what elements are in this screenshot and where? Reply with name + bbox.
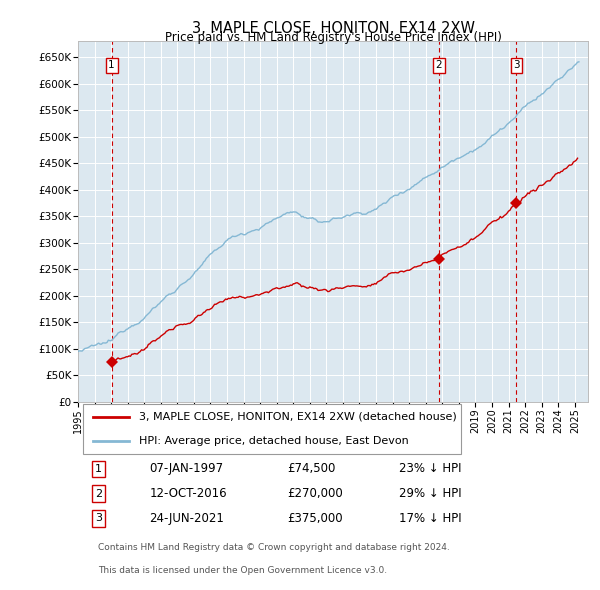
Text: 24-JUN-2021: 24-JUN-2021 <box>149 512 224 525</box>
Text: £74,500: £74,500 <box>287 463 335 476</box>
Text: 29% ↓ HPI: 29% ↓ HPI <box>400 487 462 500</box>
Text: 3: 3 <box>513 60 520 70</box>
Text: 2: 2 <box>95 489 102 499</box>
Text: 1: 1 <box>109 60 115 70</box>
Text: 3: 3 <box>95 513 102 523</box>
Text: £375,000: £375,000 <box>287 512 343 525</box>
Text: Contains HM Land Registry data © Crown copyright and database right 2024.: Contains HM Land Registry data © Crown c… <box>98 543 450 552</box>
Text: 17% ↓ HPI: 17% ↓ HPI <box>400 512 462 525</box>
Text: 23% ↓ HPI: 23% ↓ HPI <box>400 463 462 476</box>
Text: 1: 1 <box>95 464 102 474</box>
Text: 2: 2 <box>436 60 442 70</box>
Text: Price paid vs. HM Land Registry's House Price Index (HPI): Price paid vs. HM Land Registry's House … <box>164 31 502 44</box>
Text: This data is licensed under the Open Government Licence v3.0.: This data is licensed under the Open Gov… <box>98 566 388 575</box>
Text: 12-OCT-2016: 12-OCT-2016 <box>149 487 227 500</box>
Text: HPI: Average price, detached house, East Devon: HPI: Average price, detached house, East… <box>139 436 409 446</box>
Text: 3, MAPLE CLOSE, HONITON, EX14 2XW: 3, MAPLE CLOSE, HONITON, EX14 2XW <box>191 21 475 35</box>
FancyBboxPatch shape <box>83 404 461 454</box>
Text: 07-JAN-1997: 07-JAN-1997 <box>149 463 224 476</box>
Text: £270,000: £270,000 <box>287 487 343 500</box>
Text: 3, MAPLE CLOSE, HONITON, EX14 2XW (detached house): 3, MAPLE CLOSE, HONITON, EX14 2XW (detac… <box>139 412 457 422</box>
